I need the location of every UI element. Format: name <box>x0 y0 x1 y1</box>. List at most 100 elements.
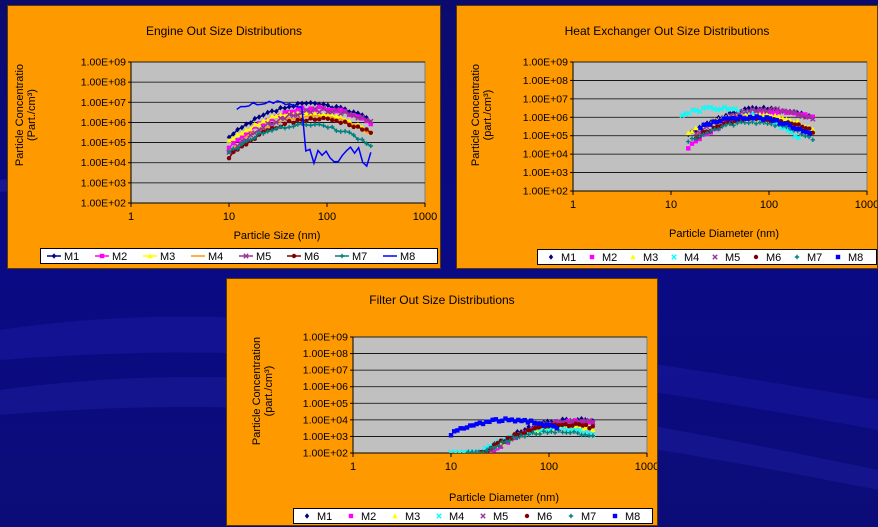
data-point <box>751 115 756 121</box>
data-point <box>580 423 585 428</box>
data-point <box>235 146 240 151</box>
data-point <box>590 424 596 429</box>
data-point <box>679 112 685 119</box>
data-point <box>761 117 766 122</box>
data-point <box>282 105 288 111</box>
data-point <box>243 138 249 144</box>
data-point <box>795 111 802 118</box>
data-point <box>754 109 759 115</box>
legend-item-m5: M5 <box>480 511 508 523</box>
data-point <box>579 432 584 438</box>
data-point <box>534 431 539 437</box>
data-point <box>765 121 770 126</box>
legend-item-m2: M2 <box>348 511 376 523</box>
y-tick-label: 1.00E+05 <box>303 398 348 410</box>
data-point <box>566 423 572 429</box>
data-point <box>312 111 318 117</box>
legend-marker <box>568 513 574 519</box>
data-point <box>278 104 283 111</box>
data-point <box>776 110 782 115</box>
data-point <box>291 124 296 129</box>
data-point <box>707 104 714 111</box>
data-point <box>360 127 365 132</box>
data-point <box>731 123 736 128</box>
data-point <box>545 418 550 425</box>
legend-label: M3 <box>160 251 175 263</box>
data-point <box>226 155 232 161</box>
legend-marker <box>630 254 636 260</box>
data-point <box>760 107 766 113</box>
legend-item-m7: M7 <box>335 251 367 263</box>
data-point <box>265 109 270 116</box>
data-point <box>697 134 702 139</box>
data-point <box>334 128 339 133</box>
chart-title: Engine Out Size Distributions <box>145 24 303 38</box>
data-point <box>325 111 331 117</box>
data-point <box>320 112 327 118</box>
data-point <box>452 449 458 453</box>
data-point <box>334 118 339 123</box>
data-point <box>515 435 520 440</box>
data-point <box>701 122 707 128</box>
data-point <box>351 124 356 130</box>
data-point <box>329 107 335 113</box>
x-tick-label: 1000 <box>413 211 437 223</box>
data-point <box>586 433 592 438</box>
data-point <box>810 126 816 132</box>
legend-item-m1: M1 <box>548 252 576 264</box>
data-point <box>231 149 236 155</box>
data-point <box>368 118 374 124</box>
data-point <box>693 136 699 142</box>
legend-label: M2 <box>602 252 617 264</box>
legend-item-m7: M7 <box>568 511 596 523</box>
data-point <box>530 430 535 436</box>
data-point <box>368 121 374 127</box>
data-point <box>338 110 344 117</box>
data-point <box>226 149 232 155</box>
data-point <box>480 421 486 427</box>
plot-area: 1.00E+02 1.00E+03 1.00E+04 1.00E+05 1.00E+06… <box>523 57 877 212</box>
data-point <box>321 115 326 121</box>
y-tick-label: 1.00E+08 <box>81 77 126 89</box>
chart-heat-exchanger-out: Heat Exchanger Out Size Distributions Pa… <box>456 5 878 269</box>
data-point <box>545 430 550 435</box>
data-point <box>579 415 584 422</box>
data-point <box>308 99 313 106</box>
data-point <box>792 122 798 127</box>
data-point <box>767 116 773 121</box>
data-point <box>496 419 502 424</box>
series-m8 <box>698 114 812 136</box>
data-point <box>781 121 786 127</box>
data-point <box>526 432 531 437</box>
legend-label: M6 <box>304 251 319 263</box>
data-point <box>787 123 793 128</box>
data-point <box>732 106 738 112</box>
data-point <box>525 427 531 433</box>
data-point <box>708 128 714 134</box>
data-point <box>487 419 492 425</box>
data-point <box>590 433 596 438</box>
data-point <box>243 142 249 147</box>
data-point <box>563 422 568 427</box>
data-point <box>803 133 808 139</box>
data-point <box>329 117 335 123</box>
series-m5 <box>226 105 374 155</box>
legend-item-m1: M1 <box>304 511 332 523</box>
x-tick-label: 100 <box>760 199 778 211</box>
data-point <box>231 146 236 151</box>
data-point <box>700 129 706 135</box>
legend: M1 M2 M3 M4 M5 M6 M7 M8 <box>537 249 877 265</box>
data-point <box>537 431 543 437</box>
data-point <box>586 417 593 424</box>
axes <box>130 62 425 204</box>
data-point <box>252 135 257 141</box>
data-point <box>746 120 751 126</box>
data-point <box>548 423 553 428</box>
legend-marker <box>835 254 841 260</box>
legend-item-m5: M5 <box>239 251 271 263</box>
legend-label: M1 <box>64 251 79 263</box>
legend-marker <box>612 513 618 519</box>
data-point <box>456 449 463 453</box>
y-tick-label: 1.00E+02 <box>303 448 348 460</box>
data-point <box>295 107 300 112</box>
